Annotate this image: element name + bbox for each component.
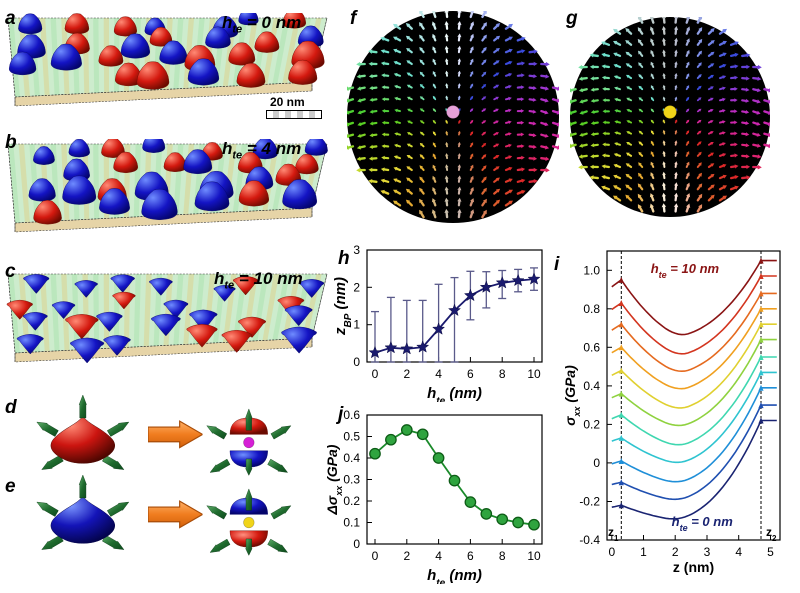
svg-text:2: 2	[403, 367, 410, 381]
svg-text:3: 3	[353, 243, 360, 257]
svg-text:5: 5	[767, 545, 774, 559]
svg-text:0.2: 0.2	[343, 494, 360, 508]
svg-text:0.4: 0.4	[343, 451, 360, 465]
svg-text:1.0: 1.0	[583, 263, 600, 277]
svg-text:8: 8	[499, 367, 506, 381]
svg-text:0: 0	[372, 367, 379, 381]
svg-text:6: 6	[467, 549, 474, 563]
svg-text:6: 6	[467, 367, 474, 381]
svg-text:0.8: 0.8	[583, 302, 600, 316]
svg-text:2: 2	[672, 545, 679, 559]
svg-text:0: 0	[372, 549, 379, 563]
svg-text:1: 1	[640, 545, 647, 559]
svg-text:2: 2	[403, 549, 410, 563]
svg-text:0.4: 0.4	[583, 379, 600, 393]
svg-text:z (nm): z (nm)	[673, 559, 714, 575]
svg-text:10: 10	[527, 367, 541, 381]
svg-text:0.1: 0.1	[343, 516, 360, 530]
svg-text:2: 2	[353, 280, 360, 294]
svg-text:0.6: 0.6	[343, 408, 360, 422]
svg-text:0: 0	[353, 355, 360, 369]
svg-text:0: 0	[353, 537, 360, 551]
svg-text:hte (nm): hte (nm)	[427, 567, 482, 584]
svg-text:0: 0	[608, 545, 615, 559]
svg-text:-0.4: -0.4	[579, 533, 600, 547]
svg-text:zBP (nm): zBP (nm)	[332, 277, 354, 336]
svg-text:0.6: 0.6	[583, 340, 600, 354]
svg-text:1: 1	[353, 318, 360, 332]
svg-text:hte (nm): hte (nm)	[427, 385, 482, 402]
svg-text:hte = 0 nm: hte = 0 nm	[672, 514, 734, 533]
svg-text:8: 8	[499, 549, 506, 563]
svg-text:4: 4	[435, 367, 442, 381]
svg-text:Δσxx (GPa): Δσxx (GPa)	[325, 444, 344, 515]
svg-text:3: 3	[704, 545, 711, 559]
svg-text:4: 4	[735, 545, 742, 559]
svg-text:hte = 10 nm: hte = 10 nm	[651, 261, 720, 280]
svg-text:-0.2: -0.2	[579, 495, 600, 509]
svg-text:σxx (GPa): σxx (GPa)	[562, 365, 582, 426]
svg-text:10: 10	[527, 549, 541, 563]
svg-text:0.3: 0.3	[343, 473, 360, 487]
svg-text:0.5: 0.5	[343, 430, 360, 444]
svg-text:0: 0	[593, 456, 600, 470]
svg-text:4: 4	[435, 549, 442, 563]
svg-text:0.2: 0.2	[583, 417, 600, 431]
